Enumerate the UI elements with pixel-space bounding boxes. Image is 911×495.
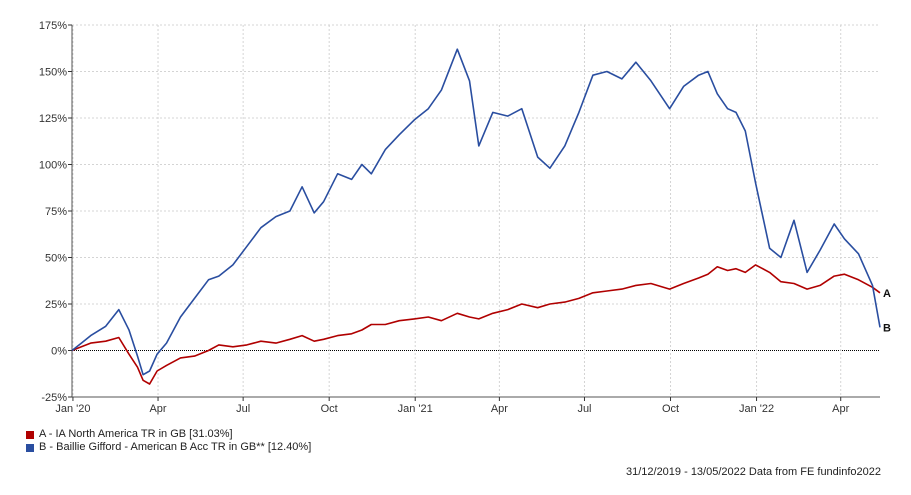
- x-tick-label: Jul: [236, 403, 250, 415]
- legend-item-a: A - IA North America TR in GB [31.03%]: [26, 428, 311, 441]
- y-tick-label: 25%: [45, 299, 67, 311]
- x-tick-label: Jan '20: [55, 403, 90, 415]
- y-tick-label: -25%: [41, 392, 67, 404]
- x-tick-label: Oct: [321, 403, 338, 415]
- legend-swatch-b: [26, 443, 34, 452]
- y-tick-label: 50%: [45, 253, 67, 265]
- legend-label-b: B - Baillie Gifford - American B Acc TR …: [39, 441, 312, 453]
- y-tick-label: 100%: [39, 160, 67, 172]
- legend-item-b: B - Baillie Gifford - American B Acc TR …: [26, 441, 311, 454]
- series-end-labels: AB: [883, 288, 891, 335]
- x-tick-label: Apr: [832, 403, 849, 415]
- y-tick-label: 75%: [45, 206, 67, 218]
- x-tick-label: Jul: [577, 403, 591, 415]
- chart-series: [71, 48, 881, 385]
- x-tick-label: Apr: [491, 403, 508, 415]
- legend-label-a: A - IA North America TR in GB [31.03%]: [39, 428, 233, 440]
- y-tick-label: 150%: [39, 67, 67, 79]
- series-line-b: [71, 48, 881, 376]
- chart-legend: A - IA North America TR in GB [31.03%] B…: [26, 428, 311, 454]
- y-tick-label: 175%: [39, 20, 67, 32]
- data-source-footer: 31/12/2019 - 13/05/2022 Data from FE fun…: [625, 466, 881, 478]
- legend-swatch-a: [26, 430, 34, 439]
- x-tick-label: Jan '22: [739, 403, 774, 415]
- series-end-label-b: B: [883, 322, 891, 334]
- x-axis-ticks: Jan '20 Apr Jul Oct Jan '21 Apr Jul Oct Jan '22 A…: [55, 397, 850, 415]
- y-axis-ticks: 175% 150% 125% 100% 75% 50% 25% 0% -25%: [39, 20, 72, 404]
- y-tick-label: 0%: [51, 346, 67, 358]
- y-tick-label: 125%: [39, 113, 67, 125]
- x-tick-label: Oct: [662, 403, 679, 415]
- series-end-label-a: A: [883, 288, 891, 300]
- x-tick-label: Apr: [149, 403, 166, 415]
- series-line-a: [71, 264, 881, 385]
- x-tick-label: Jan '21: [398, 403, 433, 415]
